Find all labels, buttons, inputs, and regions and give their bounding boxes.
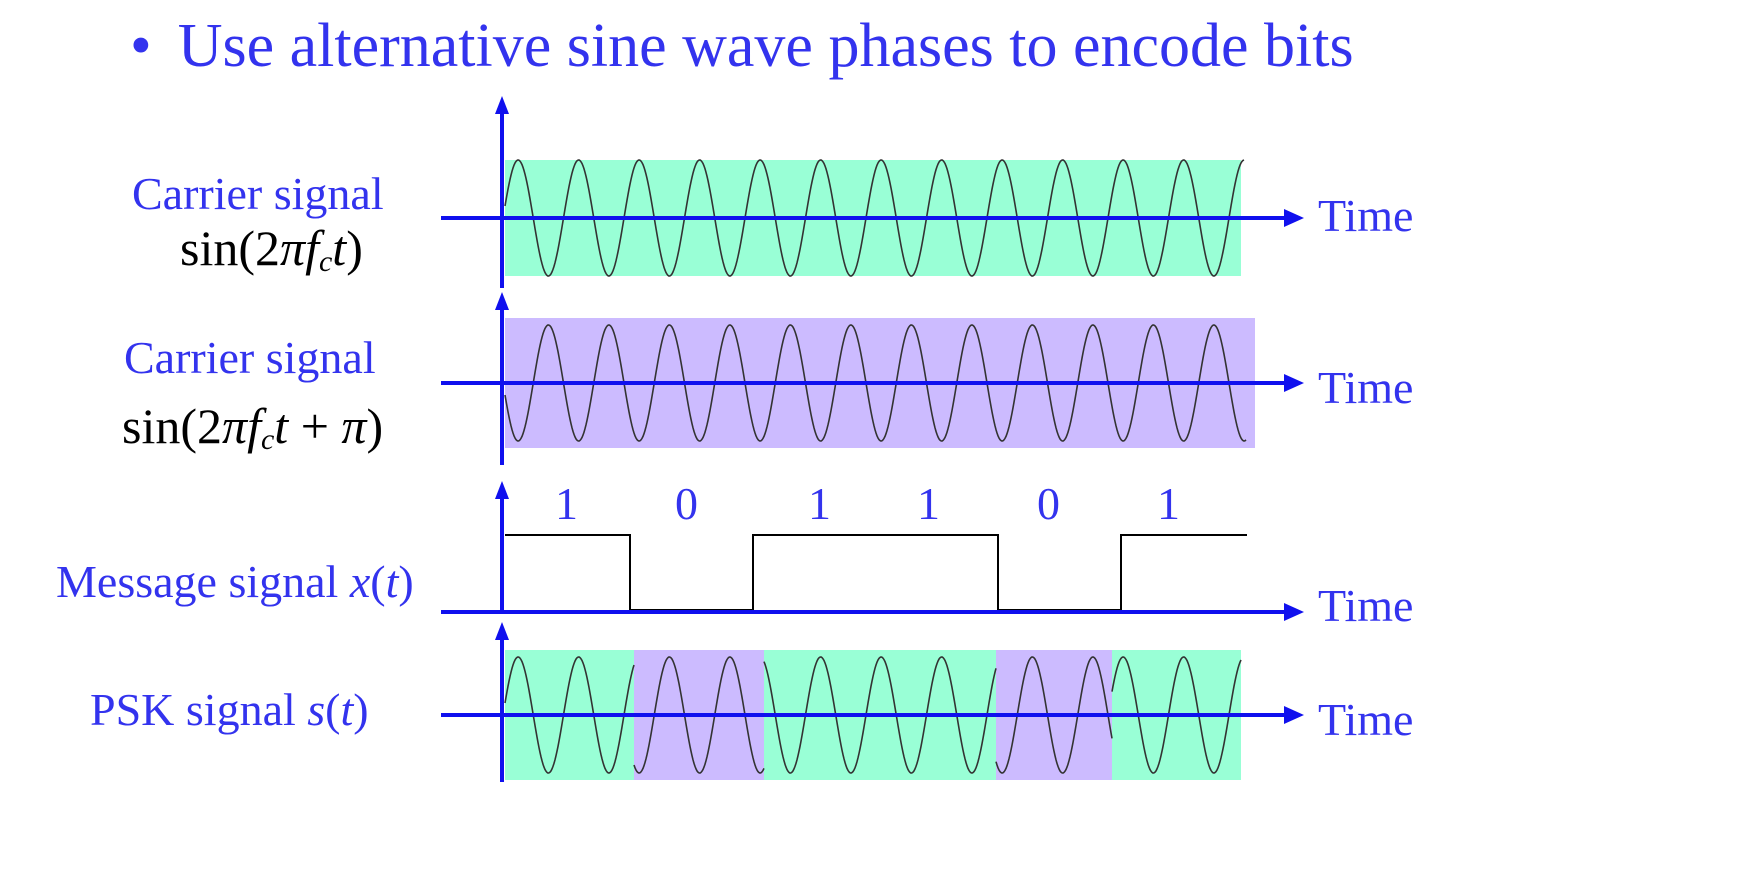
carrier2-eq-pi: π xyxy=(222,398,248,454)
bit-label: 1 xyxy=(555,478,578,529)
carrier1-label: Carrier signal xyxy=(132,168,384,219)
psk-vertical-arrow-icon xyxy=(495,622,509,640)
slide-title: • Use alternative sine wave phases to enc… xyxy=(130,6,1354,86)
carrier2-eq-sub: c xyxy=(260,423,275,456)
carrier1-wave xyxy=(504,159,1245,277)
psk-label: PSK signal s(t) xyxy=(90,684,369,736)
message-vertical-arrow-icon xyxy=(495,481,509,499)
carrier1-eq-post: ) xyxy=(346,220,363,276)
carrier1-vertical-arrow-icon xyxy=(495,96,509,114)
message-label-var: x xyxy=(349,556,371,607)
carrier1-eq-f: f xyxy=(305,220,319,276)
bit-label: 0 xyxy=(675,478,698,529)
psk-wave-segment xyxy=(1111,656,1242,774)
carrier1-eq-pi: π xyxy=(280,220,306,276)
bit-label: 1 xyxy=(917,478,940,529)
carrier2-time-label: Time xyxy=(1318,362,1414,413)
message-label: Message signal x(t) xyxy=(56,556,414,608)
carrier2-label: Carrier signal xyxy=(124,332,376,383)
message-label-close: ) xyxy=(398,556,414,607)
carrier2-equation: sin(2πfct + π) xyxy=(122,398,383,462)
carrier1-eq-pre: sin(2 xyxy=(180,220,280,276)
carrier2-eq-t: t xyxy=(274,398,289,454)
carrier1-time-arrow-icon xyxy=(1284,209,1304,227)
axes xyxy=(441,96,1304,782)
carrier2-wave xyxy=(504,324,1247,442)
psk-wave-segment xyxy=(995,656,1113,774)
psk-label-open: ( xyxy=(325,684,341,735)
message-square-wave xyxy=(505,534,1247,611)
psk-wave-segment xyxy=(763,656,997,774)
carrier2-eq-post: ) xyxy=(366,398,384,454)
message-time-label: Time xyxy=(1318,580,1414,631)
psk-label-pre: PSK signal xyxy=(90,684,308,735)
carrier2-eq-pre: sin(2 xyxy=(122,398,222,454)
message-label-arg: t xyxy=(385,556,399,607)
psk-label-close: ) xyxy=(353,684,369,735)
bit-label: 0 xyxy=(1037,478,1060,529)
title-text: Use alternative sine wave phases to enco… xyxy=(177,12,1354,80)
psk-wave-segment xyxy=(504,656,635,774)
message-label-pre: Message signal xyxy=(56,556,350,607)
carrier2-eq-f: f xyxy=(247,398,261,454)
psk-label-arg: t xyxy=(340,684,354,735)
psk-time-arrow-icon xyxy=(1284,706,1304,724)
psk-wave-segment xyxy=(633,656,765,774)
waveforms xyxy=(504,159,1247,774)
carrier2-eq-plus: + xyxy=(288,398,342,454)
psk-time-label: Time xyxy=(1318,694,1414,745)
bullet-icon: • xyxy=(130,12,152,80)
carrier1-time-label: Time xyxy=(1318,190,1414,241)
message-time-arrow-icon xyxy=(1284,603,1304,621)
message-label-open: ( xyxy=(370,556,386,607)
carrier2-eq-pi2: π xyxy=(341,398,367,454)
bit-label: 1 xyxy=(1157,478,1180,529)
bit-label: 1 xyxy=(808,478,831,529)
carrier1-equation: sin(2πfct) xyxy=(180,220,363,284)
carrier1-eq-t: t xyxy=(332,220,347,276)
carrier2-time-arrow-icon xyxy=(1284,374,1304,392)
carrier1-eq-sub: c xyxy=(318,245,333,278)
carrier2-vertical-arrow-icon xyxy=(495,292,509,310)
psk-label-var: s xyxy=(307,684,326,735)
